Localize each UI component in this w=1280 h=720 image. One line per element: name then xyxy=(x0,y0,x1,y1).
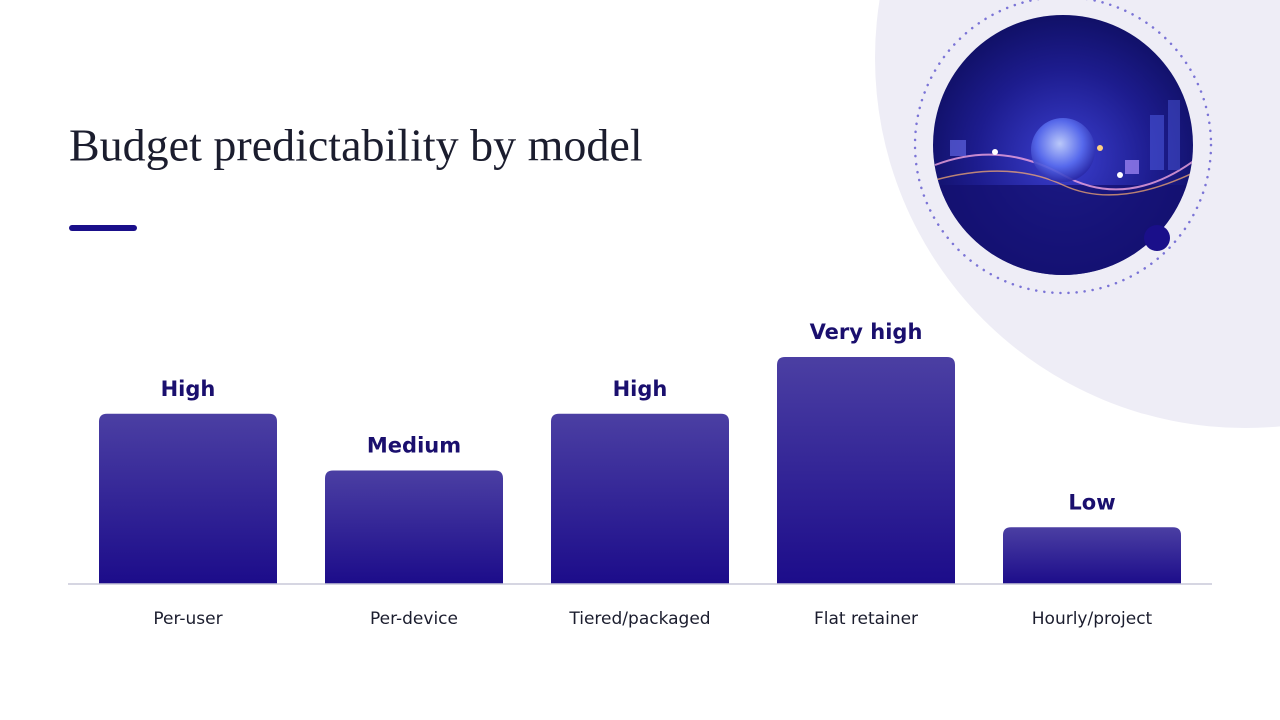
dotted-ring xyxy=(913,0,1213,295)
bar xyxy=(1003,527,1181,584)
x-tick-label: Tiered/packaged xyxy=(568,609,710,629)
value-label: High xyxy=(161,377,216,401)
title-underline xyxy=(69,225,137,231)
plot-area: Per-user High Per-device Medium Tiered/packa… xyxy=(99,320,1181,629)
value-label: Medium xyxy=(367,434,461,458)
x-tick-label: Per-user xyxy=(153,609,222,629)
x-tick-label: Hourly/project xyxy=(1032,609,1153,629)
value-label: Low xyxy=(1068,490,1115,514)
bar xyxy=(99,413,277,584)
value-label: High xyxy=(613,377,668,401)
x-tick-label: Flat retainer xyxy=(814,609,918,629)
accent-dot xyxy=(1144,225,1170,251)
bar xyxy=(551,413,729,584)
bar xyxy=(777,357,955,584)
value-label: Very high xyxy=(810,320,923,344)
bar xyxy=(325,470,503,584)
x-tick-label: Per-device xyxy=(370,609,458,629)
chart-title: Budget predictability by model xyxy=(69,120,643,171)
